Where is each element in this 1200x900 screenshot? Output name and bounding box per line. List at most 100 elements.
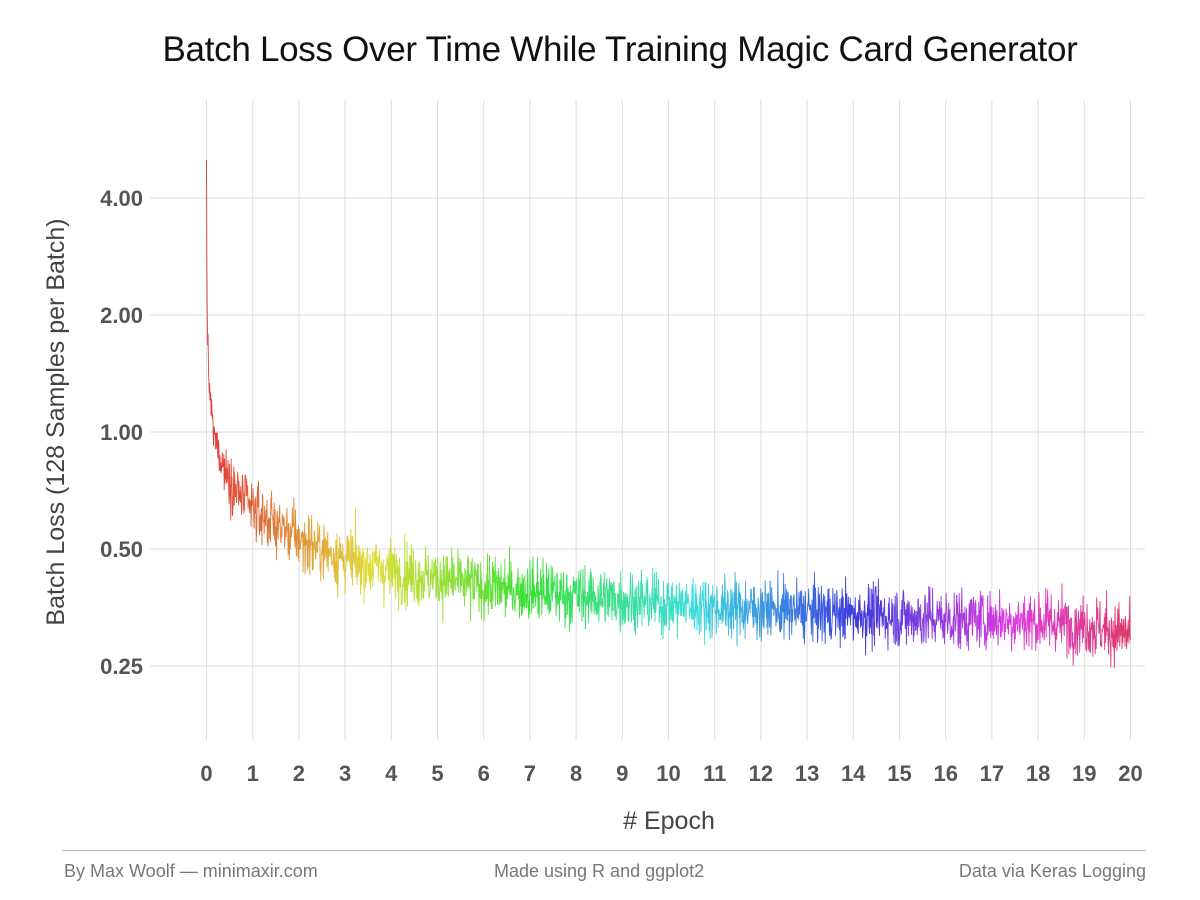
loss-line-segment (1093, 597, 1104, 655)
loss-line-segment (612, 570, 623, 633)
y-tick-label: 4.00 (100, 186, 143, 211)
loss-line-segment (880, 597, 891, 651)
loss-line-segment (732, 572, 743, 647)
loss-line-segment (575, 564, 586, 630)
loss-line-segment (917, 594, 928, 645)
x-tick-label: 15 (887, 761, 911, 786)
loss-line-segment (501, 546, 512, 618)
x-tick-label: 4 (385, 761, 398, 786)
loss-line-segment (741, 581, 753, 639)
x-tick-label: 20 (1118, 761, 1142, 786)
loss-line-segment (520, 560, 531, 619)
y-axis-title: Batch Loss (128 Samples per Batch) (42, 218, 70, 625)
loss-line-segment (788, 577, 799, 641)
loss-line-segment (464, 555, 475, 622)
y-tick-label: 2.00 (100, 303, 143, 328)
loss-line-segment (631, 574, 642, 636)
loss-line-segment (603, 572, 614, 623)
loss-line-segment (215, 432, 226, 491)
loss-line-segment (1037, 587, 1048, 644)
x-tick-label: 1 (247, 761, 259, 786)
loss-line-segment (326, 531, 337, 583)
chart-title: Batch Loss Over Time While Training Magi… (162, 30, 1078, 69)
loss-line-segment (705, 582, 716, 639)
x-tick-label: 16 (933, 761, 957, 786)
loss-line-segment (668, 582, 679, 639)
loss-line-segment (224, 448, 235, 521)
loss-line-segment (945, 592, 956, 644)
loss-line-segment (640, 569, 651, 627)
x-tick-label: 6 (478, 761, 490, 786)
loss-line-segment (908, 599, 919, 642)
loss-line-segment (1065, 605, 1076, 666)
loss-line-segment (298, 522, 309, 575)
loss-line-segment (1111, 602, 1122, 669)
loss-line-segment (547, 565, 559, 617)
x-tick-label: 14 (841, 761, 866, 786)
x-tick-label: 3 (339, 761, 351, 786)
y-tick-label: 1.00 (100, 420, 143, 445)
loss-line-segment (825, 587, 836, 640)
loss-line-segment (686, 577, 697, 630)
loss-line-segment (594, 574, 605, 622)
loss-line-segment (261, 494, 272, 547)
footer-credit: By Max Woolf — minimaxir.com (64, 861, 318, 881)
loss-line-segment (649, 567, 660, 623)
loss-line-segment (751, 586, 762, 641)
loss-line-segment (427, 555, 438, 600)
loss-line-segment (963, 596, 974, 651)
loss-line-segment (899, 589, 910, 645)
loss-line-segment (307, 515, 318, 576)
x-tick-labels: 0 1 2 3 4 5 6 7 8 9 10 11 12 13 14 15 16 17 18 19 20 (200, 761, 1142, 786)
loss-line-segment (815, 585, 827, 645)
loss-line-segment (446, 547, 457, 597)
x-tick-label: 13 (795, 761, 819, 786)
loss-line-segment (474, 561, 485, 620)
loss-line-segment (252, 480, 263, 545)
loss-line-segment (1028, 596, 1039, 652)
loss-line-segment (1000, 602, 1011, 641)
x-tick-label: 5 (431, 761, 443, 786)
loss-line-segment (1019, 595, 1030, 651)
loss-line-segment (455, 548, 466, 607)
loss-line-segment (538, 557, 549, 619)
loss-line-segment (797, 590, 808, 645)
loss-line-segment (279, 507, 291, 561)
x-tick-label: 9 (616, 761, 628, 786)
loss-line-segment (409, 544, 420, 606)
x-axis-title: # Epoch (623, 807, 715, 835)
loss-line-segment (233, 471, 244, 515)
loss-line-segment (677, 582, 688, 624)
loss-line-segment (695, 581, 706, 645)
footer-divider (62, 850, 1146, 851)
loss-line-segment (557, 572, 568, 629)
chart-plot-area: 4.002.001.000.500.25 0 1 2 3 4 5 6 7 8 9 10 11 12 13 1… (42, 100, 1145, 835)
loss-line-segment (316, 521, 328, 582)
x-tick-label: 18 (1026, 761, 1050, 786)
loss-line-segment (991, 588, 1002, 646)
loss-line-segment (270, 490, 281, 561)
loss-line-segment (390, 546, 401, 612)
y-tick-labels: 4.00 2.00 1.00 0.50 0.25 (100, 186, 143, 679)
loss-line-segment (972, 590, 984, 648)
loss-line-segment (714, 584, 725, 635)
loss-line-segment (889, 592, 900, 647)
loss-line-segment (400, 533, 411, 611)
loss-line-segment (871, 578, 882, 652)
loss-line-segment (982, 591, 993, 651)
x-gridlines (206, 100, 1131, 740)
footer-tool: Made using R and ggplot2 (494, 861, 705, 881)
x-tick-label: 7 (524, 761, 536, 786)
loss-line-segment (954, 587, 965, 650)
x-tick-label: 2 (293, 761, 305, 786)
loss-line-segment (1009, 601, 1021, 652)
loss-line-segment (206, 160, 217, 450)
loss-line-segment (1102, 590, 1113, 668)
loss-line-segment (289, 497, 300, 562)
loss-line-segment (834, 588, 845, 649)
loss-line-segment (1120, 595, 1131, 650)
loss-line-segment (492, 556, 503, 607)
loss-line-segment (926, 586, 937, 643)
x-tick-label: 19 (1072, 761, 1096, 786)
loss-line-segment (1083, 603, 1094, 657)
